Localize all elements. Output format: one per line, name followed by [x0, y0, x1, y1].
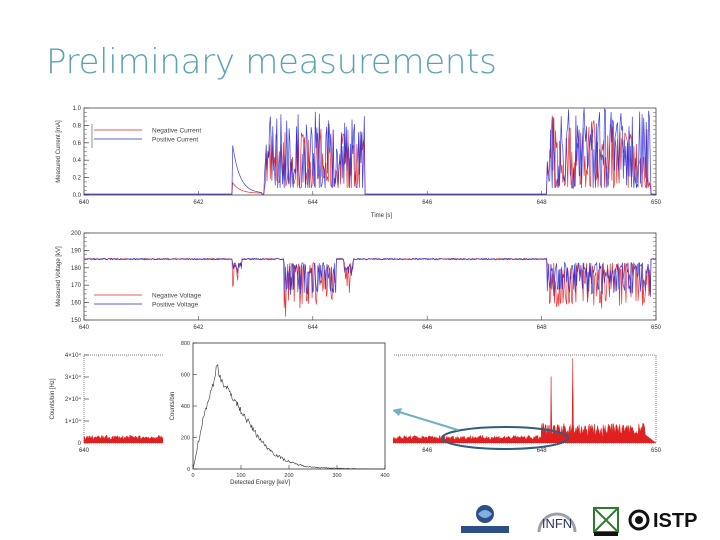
x-tick-label: 642	[193, 200, 204, 206]
x-tick-label: 644	[308, 200, 319, 206]
arrow-head-icon	[392, 408, 402, 416]
y-tick-label: 1.0	[73, 106, 82, 112]
x-tick-label: 640	[79, 325, 90, 331]
x-tick-label: 640	[79, 448, 90, 454]
annotation	[392, 408, 569, 450]
chart-panel-3: 0 100 200 300 400 0 200 400 600 800 Counts/bin Dete…	[163, 336, 393, 496]
x-tick-label: 0	[191, 473, 194, 479]
x-tick-label: 200	[284, 473, 293, 479]
y-tick-label: 0	[187, 467, 190, 473]
consorzio-logo	[459, 502, 511, 538]
legend-label: Positive Voltage	[152, 302, 199, 309]
y-axis-label: Measured Voltage [kV]	[56, 246, 62, 307]
x-tick-label: 644	[308, 325, 319, 331]
legend-label: Positive Current	[152, 137, 198, 144]
series-line-positive-current	[84, 107, 656, 195]
y-tick-label: 3×10⁴	[65, 374, 82, 381]
y-tick-label: 1×10⁴	[65, 418, 82, 425]
y-tick-label: 190	[71, 248, 82, 254]
y-tick-label: 0	[78, 441, 82, 447]
chart-panel-0: 640 642 644 646 648 650 0.0 0.2 0.4 0.6 0.8 1.0 Meas…	[56, 106, 662, 219]
consorzio-emblem-icon	[461, 505, 509, 533]
x-tick-label: 640	[79, 200, 90, 206]
x-tick-label: 646	[422, 448, 433, 454]
y-tick-label: 4×10⁴	[65, 352, 82, 359]
highlight-ellipse	[441, 426, 569, 450]
x-tick-label: 646	[422, 200, 433, 206]
x-tick-label: 650	[651, 448, 662, 454]
y-axis-label: Measured Current [mA]	[56, 120, 62, 183]
istp-logo: ISTP	[627, 502, 717, 538]
spectrum-line	[192, 364, 386, 470]
x-tick-label: 648	[537, 325, 548, 331]
x-tick-label: 648	[537, 200, 548, 206]
y-axis-label: Counts/bin [Hz]	[50, 378, 56, 419]
x-tick-label: 650	[651, 325, 662, 331]
infn-logo: INFN	[529, 504, 585, 536]
infn-emblem-icon: INFN	[537, 512, 577, 533]
series-line-positive-voltage	[83, 257, 657, 297]
y-tick-label: 0.2	[73, 176, 82, 182]
y-tick-label: 180	[71, 266, 82, 272]
inset-background	[163, 336, 393, 496]
legend: Negative Voltage Positive Voltage	[94, 293, 202, 309]
y-tick-label: 0.4	[73, 158, 82, 164]
legend-label: Negative Current	[152, 128, 201, 135]
y-axis-label: Counts/bin	[170, 392, 176, 421]
logo-strip: INFN ISTP	[455, 500, 720, 540]
y-tick-label: 400	[181, 404, 190, 410]
y-tick-label: 150	[71, 318, 82, 324]
x-axis-label: Time [s]	[371, 213, 392, 219]
x-axis-label: Detected Energy [keV]	[230, 480, 290, 486]
slide-title: Preliminary measurements	[46, 42, 497, 82]
istp-emblem-icon: ISTP	[628, 509, 697, 532]
legend: Negative Current Positive Current	[91, 124, 201, 148]
y-tick-label: 200	[71, 231, 82, 237]
university-logo	[591, 502, 621, 538]
x-tick-label: 100	[236, 473, 245, 479]
y-tick-label: 200	[181, 436, 190, 442]
y-tick-label: 160	[71, 301, 82, 307]
x-tick-label: 646	[422, 325, 433, 331]
y-tick-label: 800	[181, 341, 190, 347]
y-tick-label: 0.0	[73, 193, 82, 199]
annotation-arrow	[395, 410, 459, 431]
legend-label: Negative Voltage	[152, 293, 202, 300]
x-tick-label: 300	[332, 473, 341, 479]
istp-text: ISTP	[653, 510, 697, 532]
university-crest-icon	[593, 507, 619, 536]
chart-panel-1: 640 642 644 646 648 650 150 160 170 180 190 200 Meas…	[56, 231, 662, 331]
y-tick-label: 0.6	[73, 141, 82, 147]
x-tick-label: 642	[193, 325, 204, 331]
y-tick-label: 0.8	[73, 123, 82, 129]
x-tick-label: 650	[651, 200, 662, 206]
x-tick-label: 400	[380, 473, 389, 479]
x-tick-label: 648	[537, 448, 548, 454]
infn-text: INFN	[542, 516, 572, 531]
y-tick-label: 2×10⁴	[65, 396, 82, 403]
y-tick-label: 600	[181, 373, 190, 379]
y-tick-label: 170	[71, 283, 82, 289]
